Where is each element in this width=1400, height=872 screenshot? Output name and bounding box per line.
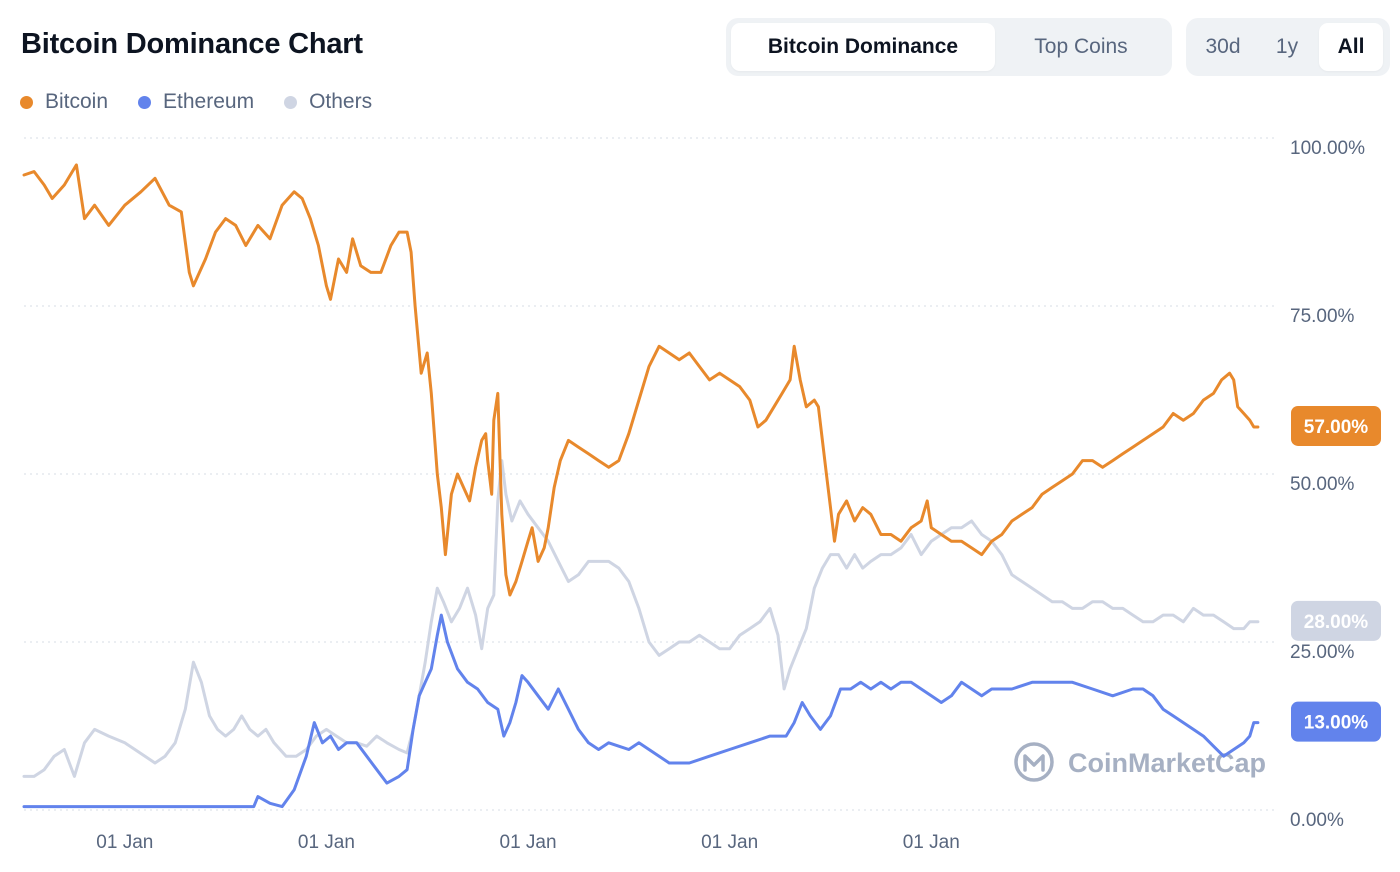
y-tick-label-3: 75.00% <box>1290 306 1355 327</box>
range-30d-button[interactable]: 30d <box>1191 23 1255 71</box>
tab-bitcoin-dominance[interactable]: Bitcoin Dominance <box>731 23 995 71</box>
badge-text-bitcoin: 57.00% <box>1304 417 1369 438</box>
badge-bg-others <box>1291 600 1381 641</box>
series-line-ethereum[interactable] <box>22 613 1260 809</box>
y-tick-label-4: 100.00% <box>1290 138 1365 159</box>
legend-label-ethereum: Ethereum <box>163 90 255 113</box>
y-tick-label-2: 50.00% <box>1290 474 1355 495</box>
legend-item-ethereum[interactable]: Ethereum <box>138 90 254 114</box>
watermark: CoinMarketCap <box>1014 742 1266 782</box>
x-tick-label-3: 01 Jan <box>701 832 758 853</box>
badge-ethereum: 13.00% <box>1291 701 1381 742</box>
chart-legend: Bitcoin Ethereum Others <box>20 90 372 114</box>
time-range-selector: 30d 1y All <box>1186 18 1390 76</box>
x-axis-labels: 01 Jan 01 Jan 01 Jan 01 Jan 01 Jan <box>96 832 959 853</box>
x-tick-label-1: 01 Jan <box>298 832 355 853</box>
x-tick-label-0: 01 Jan <box>96 832 153 853</box>
badge-text-others: 28.00% <box>1304 612 1369 633</box>
y-axis-labels: 0.00% 25.00% 50.00% 75.00% 100.00% <box>1290 138 1365 831</box>
tab-top-coins[interactable]: Top Coins <box>995 23 1167 71</box>
legend-label-others: Others <box>309 90 373 113</box>
badge-bg-ethereum <box>1291 701 1381 742</box>
legend-item-others[interactable]: Others <box>284 90 372 114</box>
badge-text-ethereum: 13.00% <box>1304 713 1369 734</box>
range-all-button[interactable]: All <box>1319 23 1383 71</box>
series-line-bitcoin[interactable] <box>22 163 1260 597</box>
legend-dot-others-icon <box>284 95 298 109</box>
x-tick-label-2: 01 Jan <box>500 832 557 853</box>
legend-item-bitcoin[interactable]: Bitcoin <box>20 90 108 114</box>
coinmarketcap-logo-icon <box>1014 742 1054 782</box>
chart-type-tabs: Bitcoin Dominance Top Coins <box>726 18 1172 76</box>
series-line-others[interactable] <box>22 459 1260 778</box>
x-tick-label-4: 01 Jan <box>903 832 960 853</box>
page-title: Bitcoin Dominance Chart <box>21 28 363 60</box>
badge-bitcoin: 57.00% <box>1291 405 1381 446</box>
badge-bg-bitcoin <box>1291 405 1381 446</box>
series-lines <box>22 163 1260 809</box>
y-tick-label-1: 25.00% <box>1290 642 1355 663</box>
current-value-badges: 28.00% 13.00% 57.00% <box>1291 405 1381 742</box>
watermark-text: CoinMarketCap <box>1068 748 1266 778</box>
range-1y-button[interactable]: 1y <box>1255 23 1319 71</box>
y-tick-label-0: 0.00% <box>1290 810 1344 831</box>
legend-dot-bitcoin-icon <box>20 95 33 109</box>
badge-others: 28.00% <box>1291 600 1381 641</box>
legend-dot-ethereum-icon <box>138 95 152 109</box>
legend-label-bitcoin: Bitcoin <box>45 90 109 113</box>
